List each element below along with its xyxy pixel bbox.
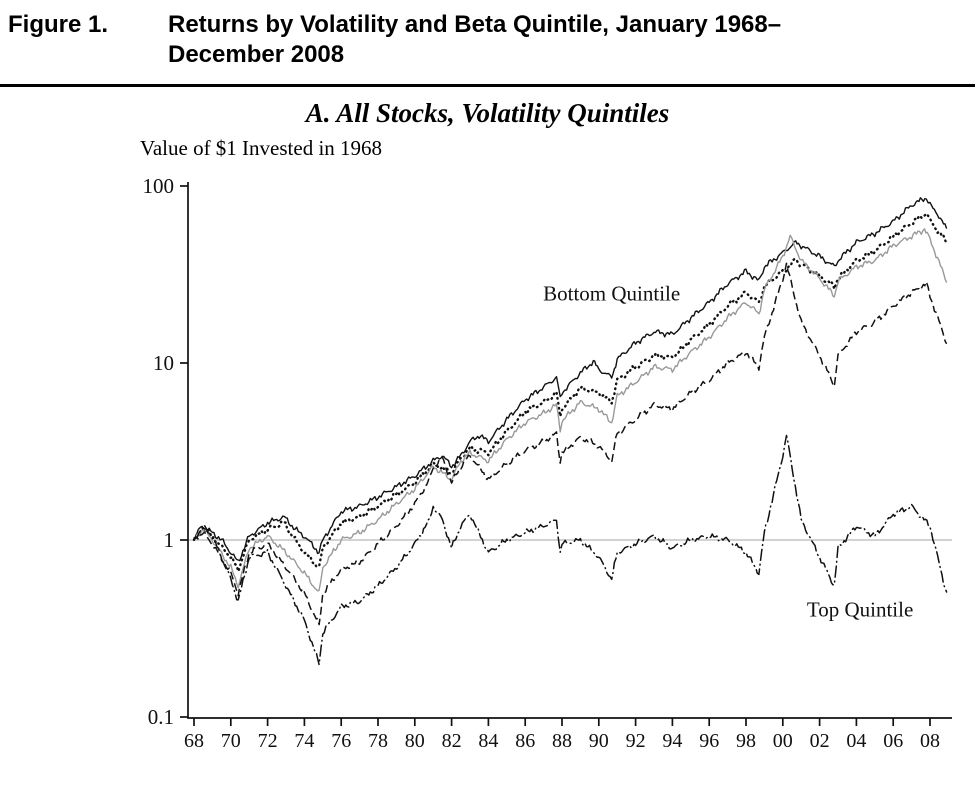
svg-text:92: 92 [626, 730, 646, 752]
svg-text:100: 100 [143, 174, 175, 198]
svg-text:Bottom Quintile: Bottom Quintile [543, 282, 680, 306]
svg-text:80: 80 [405, 730, 425, 752]
series-line-5 [193, 434, 948, 666]
figure-title-line1: Returns by Volatility and Beta Quintile,… [168, 11, 782, 38]
y-axis-note: Value of $1 Invested in 1968 [140, 136, 383, 160]
figure-title-line2: December 2008 [168, 41, 345, 68]
svg-text:98: 98 [736, 730, 756, 752]
series-line-1 [193, 197, 948, 562]
svg-text:82: 82 [442, 730, 462, 752]
svg-text:96: 96 [699, 730, 719, 752]
svg-text:78: 78 [368, 730, 388, 752]
svg-text:02: 02 [810, 730, 830, 752]
svg-text:74: 74 [294, 730, 314, 752]
svg-text:06: 06 [883, 730, 903, 752]
figure-number-label: Figure 1. [8, 11, 109, 38]
svg-text:86: 86 [515, 730, 535, 752]
svg-text:72: 72 [258, 730, 278, 752]
panel-title: A. All Stocks, Volatility Quintiles [305, 98, 670, 128]
svg-text:84: 84 [478, 730, 498, 752]
svg-text:04: 04 [846, 730, 866, 752]
figure-title: Returns by Volatility and Beta Quintile,… [168, 10, 781, 70]
series-line-4 [193, 262, 948, 626]
svg-text:Top Quintile: Top Quintile [807, 597, 913, 621]
svg-text:68: 68 [184, 730, 204, 752]
svg-text:94: 94 [662, 730, 682, 752]
svg-text:08: 08 [920, 730, 940, 752]
svg-text:76: 76 [331, 730, 351, 752]
svg-text:1: 1 [164, 528, 175, 552]
svg-text:0.1: 0.1 [148, 705, 174, 729]
svg-text:88: 88 [552, 730, 572, 752]
svg-text:70: 70 [221, 730, 241, 752]
series-line-2 [192, 212, 948, 573]
caption-divider-rule [0, 84, 975, 87]
series-line-3 [193, 228, 948, 592]
svg-text:90: 90 [589, 730, 609, 752]
figure-caption: Figure 1. Returns by Volatility and Beta… [8, 10, 781, 70]
svg-text:00: 00 [773, 730, 793, 752]
svg-text:10: 10 [153, 351, 174, 375]
